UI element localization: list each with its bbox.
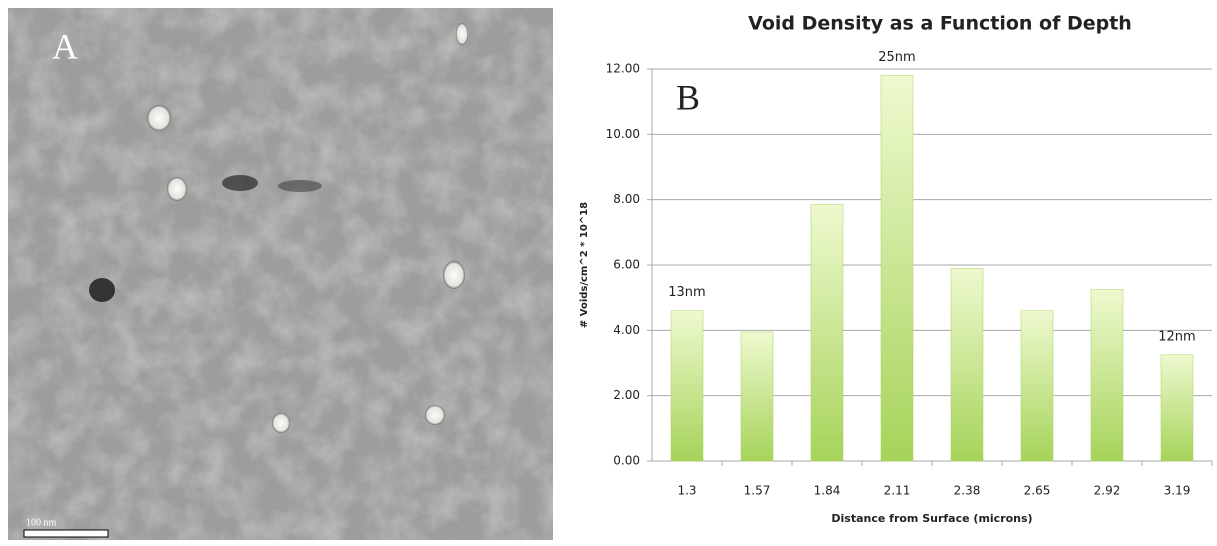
y-tick-label: 10.00: [606, 127, 640, 141]
x-tick-label: 2.11: [884, 484, 911, 498]
bar: [1020, 310, 1054, 462]
panel-label: A: [52, 26, 78, 66]
dark-spot: [89, 278, 115, 302]
scale-bar: [23, 529, 109, 538]
void: [425, 405, 445, 425]
panel-label: B: [676, 77, 700, 117]
y-axis-label: # Voids/cm^2 * 10^18: [579, 202, 590, 328]
y-tick-label: 2.00: [613, 388, 640, 402]
bar: [740, 331, 774, 462]
x-tick-label: 1.57: [744, 484, 771, 498]
micrograph: A 100 nm: [8, 8, 553, 540]
bar: [880, 75, 914, 462]
void: [272, 413, 290, 433]
x-axis-label: Distance from Surface (microns): [831, 512, 1032, 525]
y-tick-label: 4.00: [613, 323, 640, 337]
x-tick-label: 3.19: [1164, 484, 1191, 498]
y-tick-label: 0.00: [613, 454, 640, 468]
bar: [950, 268, 984, 462]
bar: [810, 204, 844, 462]
bar: [1090, 289, 1124, 462]
micrograph-texture: [8, 8, 553, 540]
bar: [1160, 354, 1194, 462]
x-tick-label: 2.92: [1094, 484, 1121, 498]
annotation: 25nm: [878, 50, 915, 65]
annotation: 13nm: [668, 285, 705, 300]
scale-bar-label: 100 nm: [26, 517, 57, 528]
dark-spot: [278, 180, 322, 192]
x-tick-label: 2.38: [954, 484, 981, 498]
y-tick-label: 6.00: [613, 258, 640, 272]
bar: [670, 310, 704, 462]
y-tick-label: 12.00: [606, 62, 640, 76]
void: [167, 177, 187, 201]
annotation: 12nm: [1158, 329, 1195, 344]
dark-spot: [222, 175, 258, 191]
x-tick-label: 1.84: [814, 484, 841, 498]
x-tick-label: 2.65: [1024, 484, 1051, 498]
void: [443, 261, 465, 289]
void: [456, 23, 468, 45]
void: [147, 105, 171, 131]
chart-title: Void Density as a Function of Depth: [748, 13, 1132, 35]
x-tick-label: 1.3: [677, 484, 696, 498]
y-tick-label: 8.00: [613, 192, 640, 206]
